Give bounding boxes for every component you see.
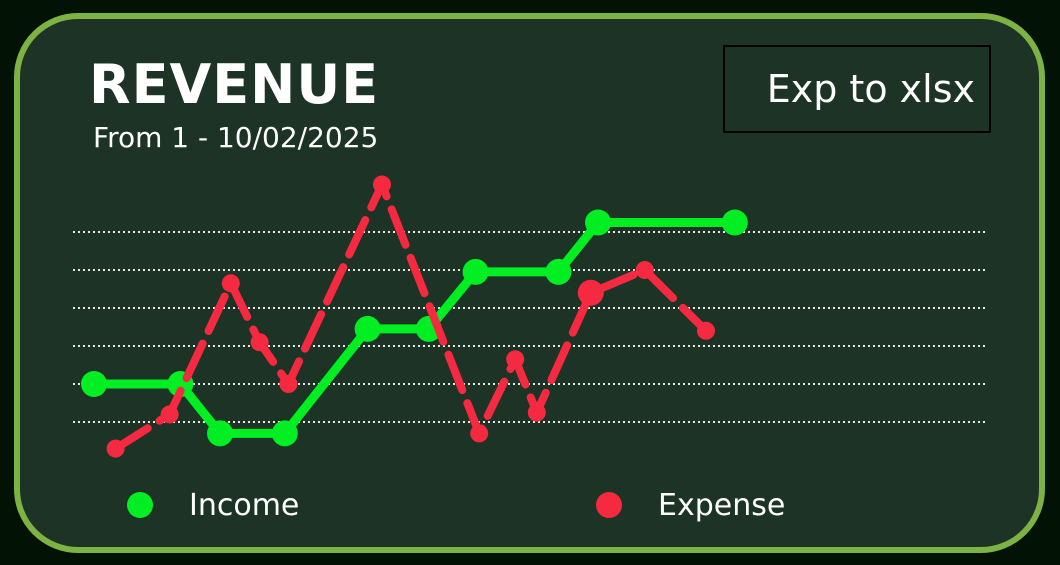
date-range-subtitle: From 1 - 10/02/2025 (93, 121, 379, 154)
series-expense (106, 175, 715, 458)
chart-series (81, 175, 748, 458)
data-point-expense-4[interactable] (250, 333, 269, 352)
data-point-expense-3[interactable] (221, 274, 240, 293)
legend-marker-income (127, 492, 153, 518)
legend-label-expense: Expense (658, 487, 786, 523)
data-point-expense-12[interactable] (697, 321, 715, 340)
data-point-income-10[interactable] (721, 209, 748, 236)
revenue-card (14, 13, 1045, 553)
data-point-expense-11[interactable] (635, 261, 654, 279)
legend-item-income: Income (127, 485, 299, 525)
page-title: REVENUE (89, 53, 380, 116)
data-point-expense-10[interactable] (577, 279, 604, 306)
data-point-income-4[interactable] (271, 420, 298, 447)
export-xlsx-button[interactable]: Exp to xlsx (723, 45, 991, 133)
data-point-expense-8[interactable] (506, 350, 525, 369)
data-point-income-8[interactable] (545, 258, 572, 285)
legend-marker-expense (596, 492, 622, 518)
data-point-income-9[interactable] (585, 209, 611, 236)
series-line-income (89, 218, 740, 438)
data-point-expense-5[interactable] (279, 375, 298, 393)
data-point-expense-6[interactable] (373, 175, 391, 194)
legend-item-expense: Expense (596, 485, 785, 525)
data-point-income-1[interactable] (81, 371, 107, 397)
data-point-income-5[interactable] (354, 315, 381, 342)
data-point-expense-1[interactable] (106, 439, 125, 458)
data-point-expense-2[interactable] (160, 405, 179, 424)
data-point-income-3[interactable] (207, 420, 233, 447)
series-income (81, 209, 748, 447)
legend-label-income: Income (189, 487, 300, 523)
data-point-expense-9[interactable] (527, 403, 546, 422)
data-point-expense-7[interactable] (470, 424, 489, 443)
data-point-income-7[interactable] (462, 258, 489, 285)
